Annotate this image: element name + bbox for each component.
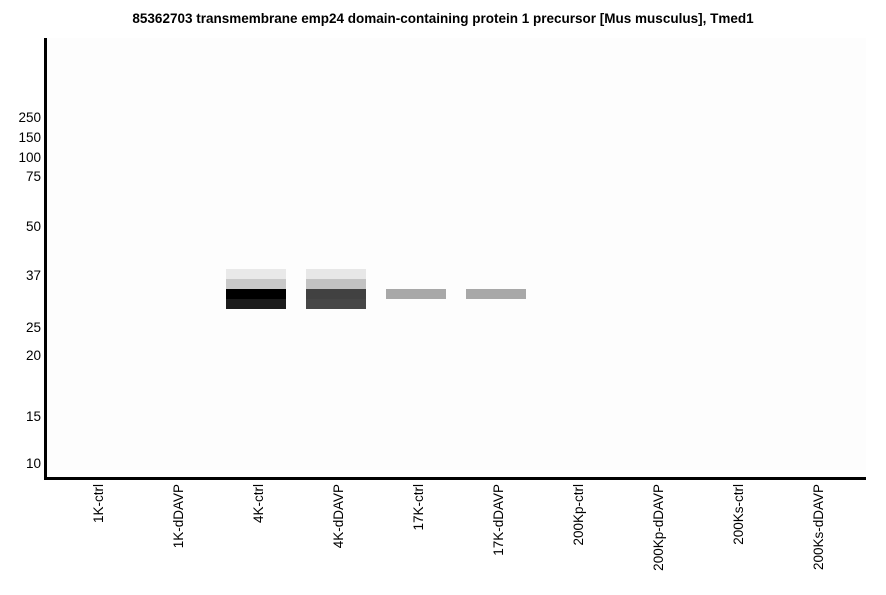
blot-band-segment-4K-ctrl — [226, 279, 286, 289]
blot-band-segment-4K-dDAVP — [306, 289, 366, 299]
blot-band-segment-4K-ctrl — [226, 289, 286, 299]
figure-title: 85362703 transmembrane emp24 domain-cont… — [132, 11, 754, 26]
x-lane-label-1K-dDAVP: 1K-dDAVP — [171, 484, 186, 549]
plot-area — [44, 38, 866, 480]
blot-band-segment-4K-ctrl — [226, 299, 286, 309]
y-tick-label-100: 100 — [18, 150, 41, 165]
y-tick-label-25: 25 — [25, 320, 41, 335]
x-lane-label-4K-dDAVP: 4K-dDAVP — [331, 484, 346, 549]
x-lane-label-200Ks-dDAVP: 200Ks-dDAVP — [811, 484, 826, 571]
x-lane-label-17K-ctrl: 17K-ctrl — [411, 484, 426, 531]
y-tick-label-250: 250 — [18, 110, 41, 125]
y-tick-label-50: 50 — [25, 219, 41, 234]
blot-band-segment-4K-dDAVP — [306, 299, 366, 309]
x-lane-label-200Kp-dDAVP: 200Kp-dDAVP — [651, 484, 666, 571]
x-lane-label-17K-dDAVP: 17K-dDAVP — [491, 484, 506, 556]
blot-band-segment-17K-dDAVP — [466, 289, 526, 299]
x-lane-label-4K-ctrl: 4K-ctrl — [251, 484, 266, 524]
blot-band-segment-4K-ctrl — [226, 269, 286, 279]
y-tick-label-150: 150 — [18, 130, 41, 145]
x-lane-label-200Ks-ctrl: 200Ks-ctrl — [731, 484, 746, 545]
blot-band-segment-17K-ctrl — [386, 289, 446, 299]
y-tick-label-20: 20 — [25, 348, 41, 363]
x-lane-label-200Kp-ctrl: 200Kp-ctrl — [571, 484, 586, 546]
y-tick-label-75: 75 — [25, 169, 41, 184]
blot-band-segment-4K-dDAVP — [306, 279, 366, 289]
blot-band-segment-4K-dDAVP — [306, 269, 366, 279]
y-tick-label-15: 15 — [25, 409, 41, 424]
x-lane-label-1K-ctrl: 1K-ctrl — [91, 484, 106, 524]
y-tick-label-10: 10 — [25, 456, 41, 471]
y-tick-label-37: 37 — [25, 268, 41, 283]
